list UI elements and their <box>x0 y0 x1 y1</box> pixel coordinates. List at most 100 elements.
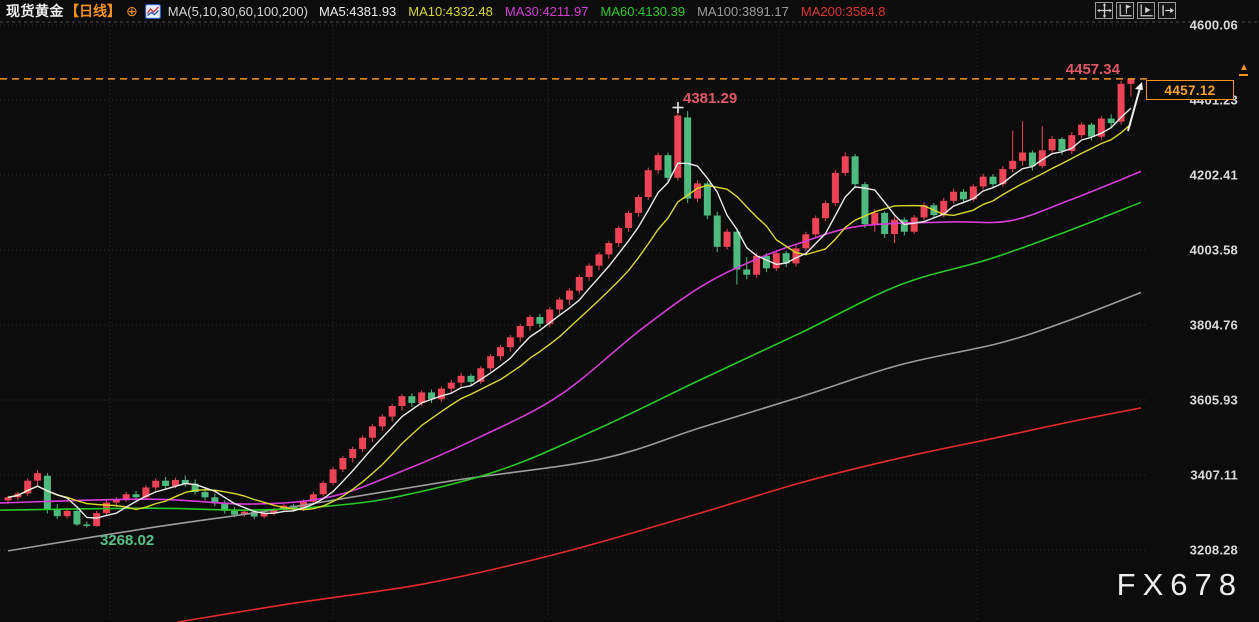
ma-value-label: MA100:3891.17 <box>697 3 789 19</box>
candle-body <box>1088 124 1095 137</box>
candle-body <box>674 115 682 178</box>
ma-settings-label: MA(5,10,30,60,100,200) <box>167 3 308 19</box>
candle-body <box>231 510 239 515</box>
low-price-annotation: 3268.02 <box>100 532 154 549</box>
candle-body <box>664 155 672 178</box>
candle-body <box>733 231 741 270</box>
candle-body <box>713 215 721 247</box>
candle-body <box>457 375 465 383</box>
candle-body <box>861 184 869 225</box>
candle-body <box>940 200 948 216</box>
candle-body <box>684 117 692 199</box>
candle-body <box>1127 78 1135 84</box>
candle-body <box>812 218 820 235</box>
candle-body <box>447 382 455 389</box>
candle-body <box>112 499 120 503</box>
candle-body <box>743 269 751 275</box>
candle-body <box>211 497 219 504</box>
candle-body <box>132 494 140 498</box>
candle-body <box>240 511 248 515</box>
pan-icon <box>1096 3 1112 18</box>
chart-logo-icon[interactable] <box>144 3 161 19</box>
candle-body <box>339 458 347 470</box>
chart-header: 现货黄金 【日线】 ⊕ MA(5,10,30,60,100,200) MA5:4… <box>0 0 1259 22</box>
candle-body <box>221 503 229 511</box>
candle-body <box>615 227 623 244</box>
candle-body <box>585 265 593 278</box>
chart-play-button[interactable] <box>1137 2 1155 19</box>
candle-body <box>378 416 386 427</box>
candle-body <box>368 426 376 438</box>
candle-body <box>1107 118 1115 124</box>
candle-body <box>644 170 652 198</box>
cursor-arrow-head <box>1135 82 1143 90</box>
candle-body <box>477 368 485 382</box>
candle-body <box>516 326 524 338</box>
chart-flag-icon <box>1119 4 1132 17</box>
candle-body <box>920 205 928 218</box>
candle-body <box>595 254 603 266</box>
ma5-line <box>7 107 1132 519</box>
candle-body <box>979 176 987 187</box>
candle-body <box>260 513 268 517</box>
candle-body <box>910 217 918 232</box>
alert-arrow-icon: ▲ <box>1239 63 1249 76</box>
y-axis-tick-label: 3804.76 <box>1189 317 1238 333</box>
candle-body <box>900 219 908 232</box>
pan-button[interactable] <box>1095 2 1113 19</box>
candle-body <box>950 191 958 201</box>
add-indicator-icon[interactable]: ⊕ <box>126 3 138 19</box>
y-axis-tick-label: 4003.58 <box>1189 242 1238 258</box>
candle-body <box>63 510 71 517</box>
candle-body <box>191 483 199 493</box>
candle-body <box>437 388 445 400</box>
candle-body <box>565 290 573 300</box>
high-price-annotation: 4381.29 <box>683 90 737 107</box>
candle-body <box>841 156 849 173</box>
y-axis-tick-label: 3208.28 <box>1189 542 1238 558</box>
candle-body <box>171 479 179 486</box>
candle-body <box>575 277 583 291</box>
chart-flag-button[interactable] <box>1116 2 1134 19</box>
candle-body <box>546 309 554 324</box>
y-axis-tick-label: 4202.41 <box>1189 167 1238 183</box>
y-axis-tick-label: 3605.93 <box>1189 392 1238 408</box>
candle-body <box>536 316 544 324</box>
candle-body <box>349 449 357 459</box>
exit-button[interactable] <box>1158 2 1176 19</box>
candle-body <box>871 212 879 225</box>
y-axis-tick-label: 4600.06 <box>1189 17 1238 33</box>
candle-body <box>1009 160 1017 170</box>
current-price-tag: 4457.12 <box>1146 80 1234 100</box>
candle-body <box>201 492 209 498</box>
candle-body <box>506 337 514 348</box>
chart-play-icon <box>1140 4 1153 17</box>
chart-toolbar <box>1095 2 1176 19</box>
candle-body <box>388 406 396 417</box>
ma-value-label: MA200:3584.8 <box>800 3 886 19</box>
candle-body <box>162 480 170 486</box>
exit-arrow-icon <box>1161 5 1174 16</box>
alert-price-label: 4457.34 <box>1066 61 1121 78</box>
candle-body <box>792 248 800 264</box>
candle-body <box>408 396 416 403</box>
candle-body <box>1068 135 1076 152</box>
candle-body <box>398 396 406 407</box>
candle-body <box>73 510 81 525</box>
candle-body <box>1097 118 1105 137</box>
candle-body <box>625 212 633 228</box>
candle-body <box>53 509 61 517</box>
candle-body <box>122 494 130 500</box>
candle-body <box>418 392 426 403</box>
candle-body <box>634 197 642 213</box>
candle-body <box>999 169 1007 185</box>
ma200-line <box>176 407 1142 622</box>
candle-body <box>309 494 317 502</box>
ma-value-label: MA5:4381.93 <box>318 3 397 19</box>
candle-body <box>822 203 830 219</box>
candle-body <box>152 480 160 488</box>
candle-body <box>329 469 337 483</box>
candle-body <box>831 172 839 204</box>
ma10-line <box>7 123 1132 511</box>
